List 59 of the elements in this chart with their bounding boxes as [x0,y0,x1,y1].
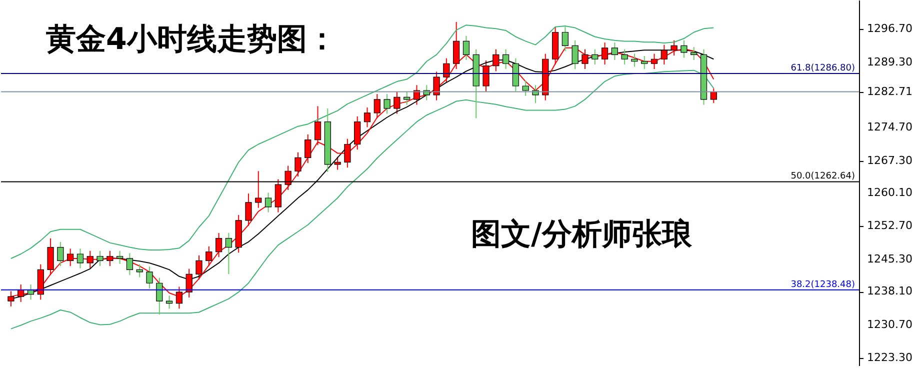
candlestick [562,26,568,52]
candlestick [294,152,302,178]
y-tick-label: 1289.30 [867,55,912,68]
candlestick [47,238,54,276]
candlestick [522,80,529,96]
candlestick [86,250,94,269]
candlestick [374,94,380,119]
y-tick-label: 1223.30 [867,350,912,364]
candlestick [404,91,410,106]
candlestick [364,107,371,128]
candlestick [57,241,64,267]
y-tick-label: 1238.10 [867,284,912,298]
candlestick [146,266,153,289]
ref-line-label: 50.0(1262.64) [790,172,855,182]
y-tick-label: 1260.10 [867,186,912,200]
candlestick [354,116,361,150]
candlestick [443,58,450,83]
y-tick-label: 1230.70 [867,318,912,331]
candlestick [413,84,420,106]
candlestick [225,232,232,275]
candlestick [462,35,470,61]
y-tick-label: 1252.70 [867,219,912,232]
ref-line-label: 38.2(1238.48) [790,280,855,290]
y-tick-label: 1245.30 [867,252,912,266]
candlestick [96,250,104,267]
candlestick [641,56,648,70]
candlestick [245,193,252,226]
candlestick [334,156,341,170]
candlestick [314,106,322,146]
candlestick [482,60,490,92]
y-tick-label: 1296.70 [867,22,912,36]
candlestick [264,192,272,213]
candlestick [67,248,74,267]
y-tick-label: 1274.70 [867,120,912,134]
candlestick [76,248,84,269]
ref-line-label: 61.8(1286.80) [790,63,855,74]
candlestick [215,232,222,258]
candlestick [304,134,312,164]
candlestick [433,71,440,101]
candlestick [512,58,520,92]
candlestick [206,246,212,267]
candlestick [106,250,114,267]
text: 黄金4小时线走势图： [46,22,337,57]
candlestick [650,53,658,70]
candlestick [384,94,390,114]
line-series [10,70,714,330]
line-series [10,24,714,259]
y-tick-label: 1282.71 [867,84,912,98]
candlestick [166,295,173,310]
candlestick [631,53,638,68]
candlestick [710,88,717,104]
annotation: 图文/分析师张琅 [471,217,693,252]
candlestick [344,138,351,168]
candlestick [156,277,163,315]
candlestick [116,250,124,264]
candlestick [126,252,134,276]
candlestick [196,254,202,280]
candlestick [394,91,400,114]
y-tick-label: 1267.30 [867,154,912,167]
